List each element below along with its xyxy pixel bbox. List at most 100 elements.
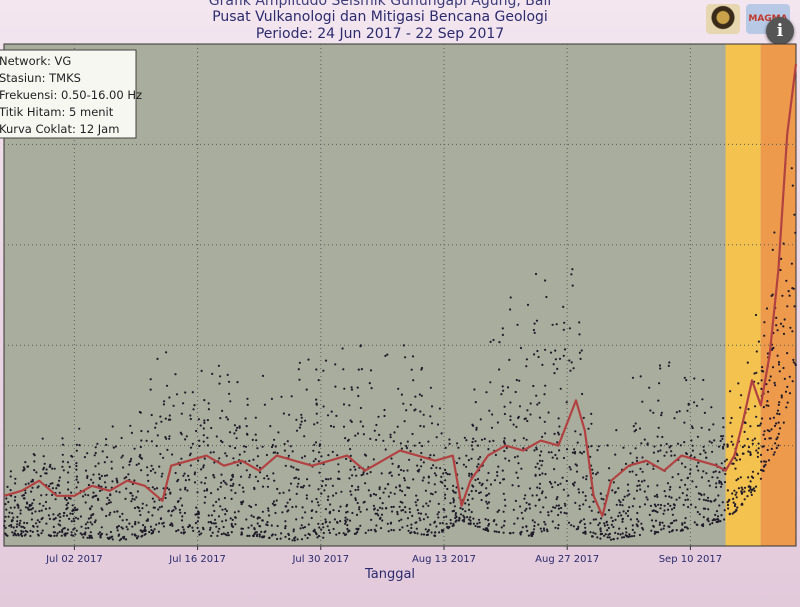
data-point — [591, 472, 595, 475]
data-point — [98, 489, 102, 492]
data-point — [284, 464, 287, 467]
data-point — [189, 446, 193, 449]
data-point — [659, 507, 662, 510]
data-point — [716, 476, 719, 479]
data-point — [41, 529, 44, 532]
data-point — [243, 450, 246, 453]
data-point — [720, 435, 723, 438]
data-point — [599, 533, 603, 536]
data-point — [139, 453, 142, 457]
data-point — [768, 379, 771, 382]
data-point — [454, 514, 457, 517]
data-point — [554, 481, 557, 484]
data-point — [315, 412, 318, 415]
data-point — [242, 490, 245, 493]
data-point — [438, 407, 441, 410]
data-point — [84, 523, 87, 526]
data-point — [268, 536, 271, 539]
data-point — [729, 390, 732, 393]
data-point — [565, 512, 568, 515]
data-point — [30, 518, 33, 521]
data-point — [556, 496, 559, 499]
data-point — [711, 519, 714, 522]
data-point — [591, 468, 594, 471]
data-point — [236, 464, 239, 467]
data-point — [788, 392, 792, 395]
data-point — [310, 516, 313, 520]
data-point — [634, 428, 638, 432]
data-point — [637, 479, 640, 483]
data-point — [93, 454, 96, 457]
data-point — [368, 382, 371, 385]
data-point — [618, 499, 621, 502]
data-point — [345, 457, 348, 460]
data-point — [735, 491, 738, 494]
data-point — [430, 531, 433, 534]
data-point — [7, 500, 10, 504]
data-point — [45, 493, 48, 496]
data-point — [628, 493, 631, 496]
data-point — [115, 490, 118, 493]
data-point — [254, 503, 257, 506]
data-point — [351, 474, 354, 477]
data-point — [280, 395, 283, 398]
data-point — [580, 519, 583, 522]
data-point — [75, 529, 78, 532]
data-point — [629, 452, 632, 455]
data-point — [324, 518, 327, 521]
data-point — [153, 488, 156, 491]
data-point — [716, 520, 719, 524]
data-point — [564, 504, 567, 507]
data-point — [77, 481, 80, 484]
data-point — [36, 529, 39, 533]
data-point — [480, 438, 484, 441]
data-point — [667, 502, 670, 505]
data-point — [222, 532, 225, 535]
data-point — [669, 444, 672, 448]
data-point — [276, 537, 279, 541]
data-point — [667, 525, 670, 528]
data-point — [476, 477, 480, 481]
data-point — [187, 525, 190, 529]
data-point — [683, 526, 687, 529]
data-point — [757, 382, 760, 385]
data-point — [754, 485, 758, 488]
data-point — [77, 517, 80, 520]
data-point — [735, 496, 738, 499]
info-icon[interactable]: i — [766, 17, 794, 45]
data-point — [300, 524, 303, 527]
data-point — [636, 518, 639, 521]
data-point — [626, 483, 630, 486]
alert-zone-orange — [760, 44, 796, 546]
data-point — [680, 462, 684, 465]
data-point — [766, 429, 769, 432]
data-point — [137, 535, 140, 538]
data-point — [597, 511, 600, 514]
data-point — [313, 528, 316, 531]
data-point — [292, 466, 295, 469]
data-point — [769, 375, 772, 378]
data-point — [315, 533, 318, 536]
data-point — [331, 450, 334, 453]
data-point — [397, 464, 400, 468]
data-point — [63, 497, 67, 500]
data-point — [714, 498, 717, 501]
data-point — [66, 461, 70, 464]
data-point — [354, 468, 357, 471]
data-point — [525, 358, 529, 361]
data-point — [234, 446, 237, 450]
data-point — [240, 533, 243, 536]
data-point — [702, 516, 705, 519]
data-point — [295, 468, 298, 471]
data-point — [66, 502, 70, 505]
data-point — [562, 354, 565, 357]
data-point — [272, 472, 275, 475]
data-point — [484, 528, 487, 531]
data-point — [220, 473, 223, 476]
data-point — [287, 532, 290, 536]
data-point — [151, 486, 154, 489]
data-point — [446, 526, 449, 529]
data-point — [533, 524, 536, 528]
data-point — [444, 446, 447, 449]
data-point — [171, 510, 174, 513]
